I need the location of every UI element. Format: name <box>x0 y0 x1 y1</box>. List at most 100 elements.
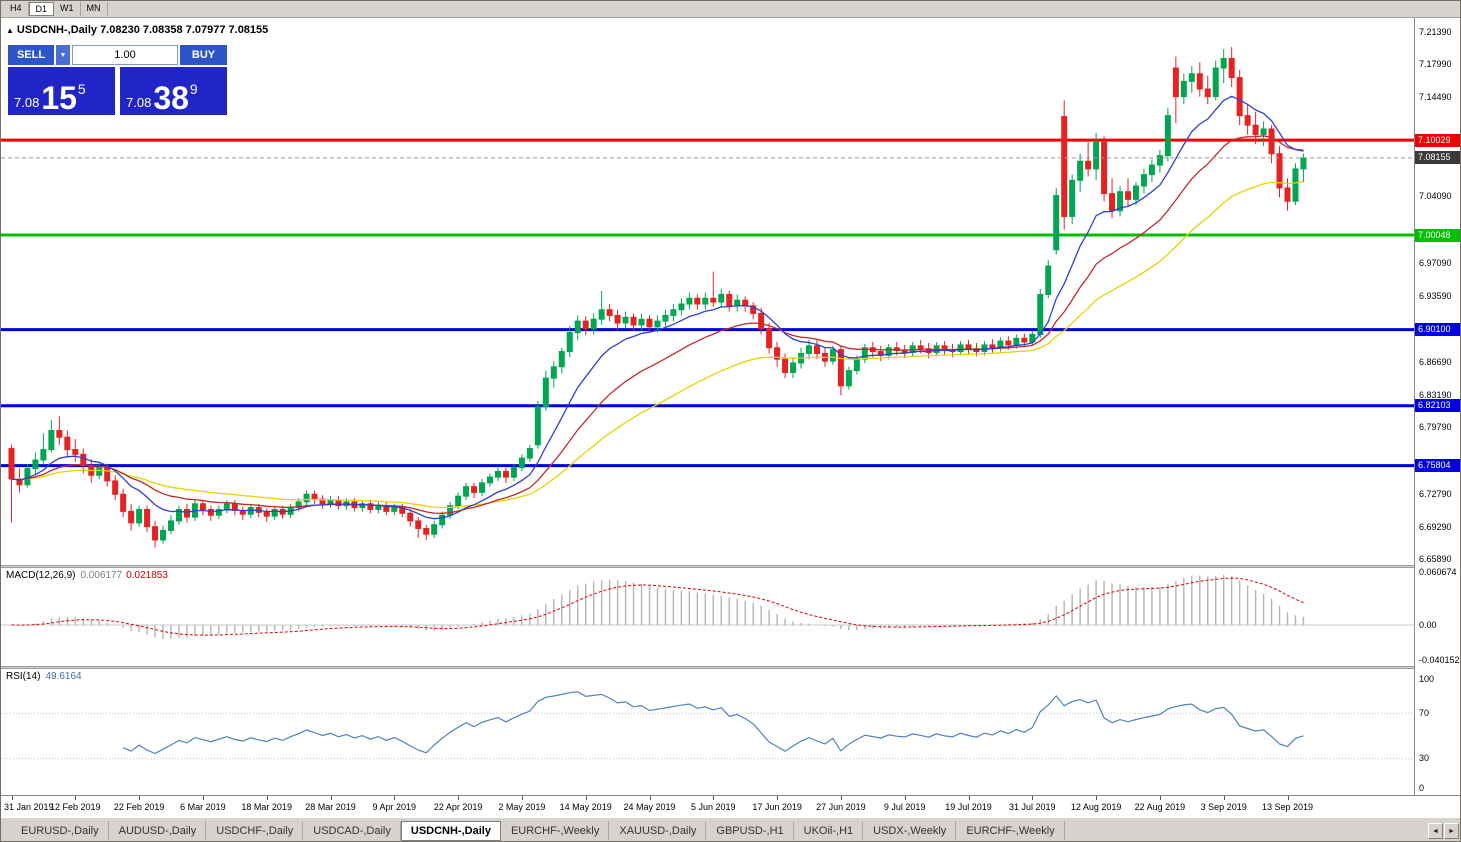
chart-area[interactable]: 7.21390 7.17990 7.14490 7.04090 6.97090 6.935… <box>1 18 1460 795</box>
candle-body <box>566 332 573 353</box>
candle-body <box>1093 141 1100 170</box>
candle-body <box>367 503 374 510</box>
candle-body <box>885 347 892 356</box>
rsi-pane[interactable] <box>1 669 1414 795</box>
candle-body <box>1005 340 1012 346</box>
candle-body <box>829 349 836 362</box>
tab-usdx-weekly[interactable]: USDX-,Weekly <box>863 820 957 841</box>
macd-tick: -0.040152 <box>1419 654 1460 665</box>
time-tick <box>11 796 13 800</box>
chart-tabs: EURUSD-,Daily AUDUSD-,Daily USDCHF-,Daily U… <box>11 820 1065 841</box>
candle-body <box>598 309 605 320</box>
price-tick: 6.93590 <box>1419 290 1452 301</box>
price-tick: 6.69290 <box>1419 522 1452 533</box>
date-label: 19 Jul 2019 <box>945 802 992 812</box>
candle-body <box>8 448 15 480</box>
date-label: 27 Jun 2019 <box>816 802 866 812</box>
volume-dropdown-icon[interactable]: ▼ <box>56 45 70 65</box>
candle-body <box>542 377 549 408</box>
date-label: 22 Apr 2019 <box>433 802 483 812</box>
candle-body <box>1156 155 1163 166</box>
sell-price-box[interactable]: 7.08 15 5 <box>8 67 115 115</box>
time-tick <box>713 796 715 800</box>
date-label: 2 May 2019 <box>498 802 546 812</box>
tab-xauusd-daily[interactable]: XAUUSD-,Daily <box>609 820 707 841</box>
tab-eurusd-daily[interactable]: EURUSD-,Daily <box>11 820 109 841</box>
candle-body <box>861 347 868 360</box>
time-tick <box>202 796 204 800</box>
date-label: 22 Feb 2019 <box>113 802 165 812</box>
pane-divider-rsi[interactable] <box>1 666 1460 669</box>
price-level-label[interactable]: 6.75804 <box>1415 459 1460 473</box>
candle-body <box>295 501 302 509</box>
candle-body <box>837 349 844 387</box>
time-tick <box>840 796 842 800</box>
timeframe-w1[interactable]: W1 <box>54 2 81 16</box>
candle-body <box>590 318 597 330</box>
chart-title: ▲ USDCNH-,Daily 7.08230 7.08358 7.07977 7… <box>6 24 268 36</box>
tab-eurchf-weekly[interactable]: EURCHF-,Weekly <box>501 820 610 841</box>
tab-usdcnh-daily[interactable]: USDCNH-,Daily <box>400 820 501 841</box>
pane-divider-macd[interactable] <box>1 565 1460 568</box>
time-tick <box>1096 796 1098 800</box>
candle-body <box>80 453 87 467</box>
price-tick: 6.72790 <box>1419 488 1452 499</box>
tab-scroll-right-icon[interactable]: ► <box>1444 823 1459 839</box>
current-price-label[interactable]: 7.08155 <box>1415 151 1460 165</box>
price-axis[interactable]: 7.21390 7.17990 7.14490 7.04090 6.97090 6.935… <box>1414 18 1460 795</box>
candle-body <box>168 520 174 531</box>
candle-body <box>718 293 725 303</box>
time-tick <box>1032 796 1034 800</box>
date-label: 22 Aug 2019 <box>1134 802 1186 812</box>
candle-body <box>606 309 613 316</box>
candle-body <box>965 344 972 350</box>
timeframe-d1[interactable]: D1 <box>28 2 55 16</box>
price-chart-pane[interactable] <box>1 18 1414 565</box>
rsi-tick: 0 <box>1419 783 1425 793</box>
tab-audusd-daily[interactable]: AUDUSD-,Daily <box>109 820 207 841</box>
sell-button[interactable]: SELL <box>8 45 54 65</box>
time-axis[interactable]: 31 Jan 2019 12 Feb 2019 22 Feb 2019 6 Mar 2… <box>1 795 1460 817</box>
price-tick: 6.83190 <box>1419 389 1452 400</box>
time-tick <box>394 796 396 800</box>
macd-value-main: 0.006177 <box>80 570 123 581</box>
candle-body <box>1188 73 1195 82</box>
time-tick <box>585 796 587 800</box>
price-level-label[interactable]: 6.90100 <box>1415 323 1460 337</box>
panel-toggle-icon[interactable]: ▲ <box>6 26 14 35</box>
timeframe-mn[interactable]: MN <box>81 2 108 16</box>
candle-body <box>550 366 557 379</box>
candle-body <box>1228 58 1235 79</box>
ma-mid-line <box>11 135 1304 514</box>
price-level-label[interactable]: 6.82103 <box>1415 399 1460 413</box>
macd-pane[interactable] <box>1 568 1414 666</box>
rsi-label: RSI(14) 49.6164 <box>6 671 82 682</box>
timeframe-h4[interactable]: H4 <box>4 2 29 16</box>
candle-body <box>1101 141 1108 195</box>
volume-input[interactable] <box>72 45 178 65</box>
candle-body <box>56 430 63 438</box>
buy-price-sup: 9 <box>189 81 198 97</box>
price-tick: 7.04090 <box>1419 191 1452 202</box>
candle-body <box>614 314 621 324</box>
buy-button[interactable]: BUY <box>180 45 227 65</box>
date-label: 24 May 2019 <box>623 802 676 812</box>
buy-price-box[interactable]: 7.08 38 9 <box>120 67 227 115</box>
candle-body <box>518 457 525 469</box>
candle-body <box>1212 67 1219 98</box>
tab-usdcad-daily[interactable]: USDCAD-,Daily <box>303 820 401 841</box>
candle-body <box>630 316 637 326</box>
candle-body <box>1117 191 1124 212</box>
candle-body <box>702 297 709 305</box>
tab-eurchf-weekly[interactable]: EURCHF-,Weekly <box>956 820 1065 841</box>
date-label: 31 Jul 2019 <box>1009 802 1056 812</box>
rsi-tick: 70 <box>1419 707 1430 718</box>
tab-usdchf-daily[interactable]: USDCHF-,Daily <box>206 820 304 841</box>
tab-ukoil-h1[interactable]: UKOil-,H1 <box>794 820 864 841</box>
tab-gbpusd-h1[interactable]: GBPUSD-,H1 <box>706 820 794 841</box>
price-level-label[interactable]: 7.10029 <box>1415 133 1460 147</box>
tab-scroll-left-icon[interactable]: ◄ <box>1428 823 1443 839</box>
date-label: 18 Mar 2019 <box>241 802 292 812</box>
price-level-label[interactable]: 7.00048 <box>1415 228 1460 242</box>
date-label: 9 Jul 2019 <box>883 802 926 812</box>
